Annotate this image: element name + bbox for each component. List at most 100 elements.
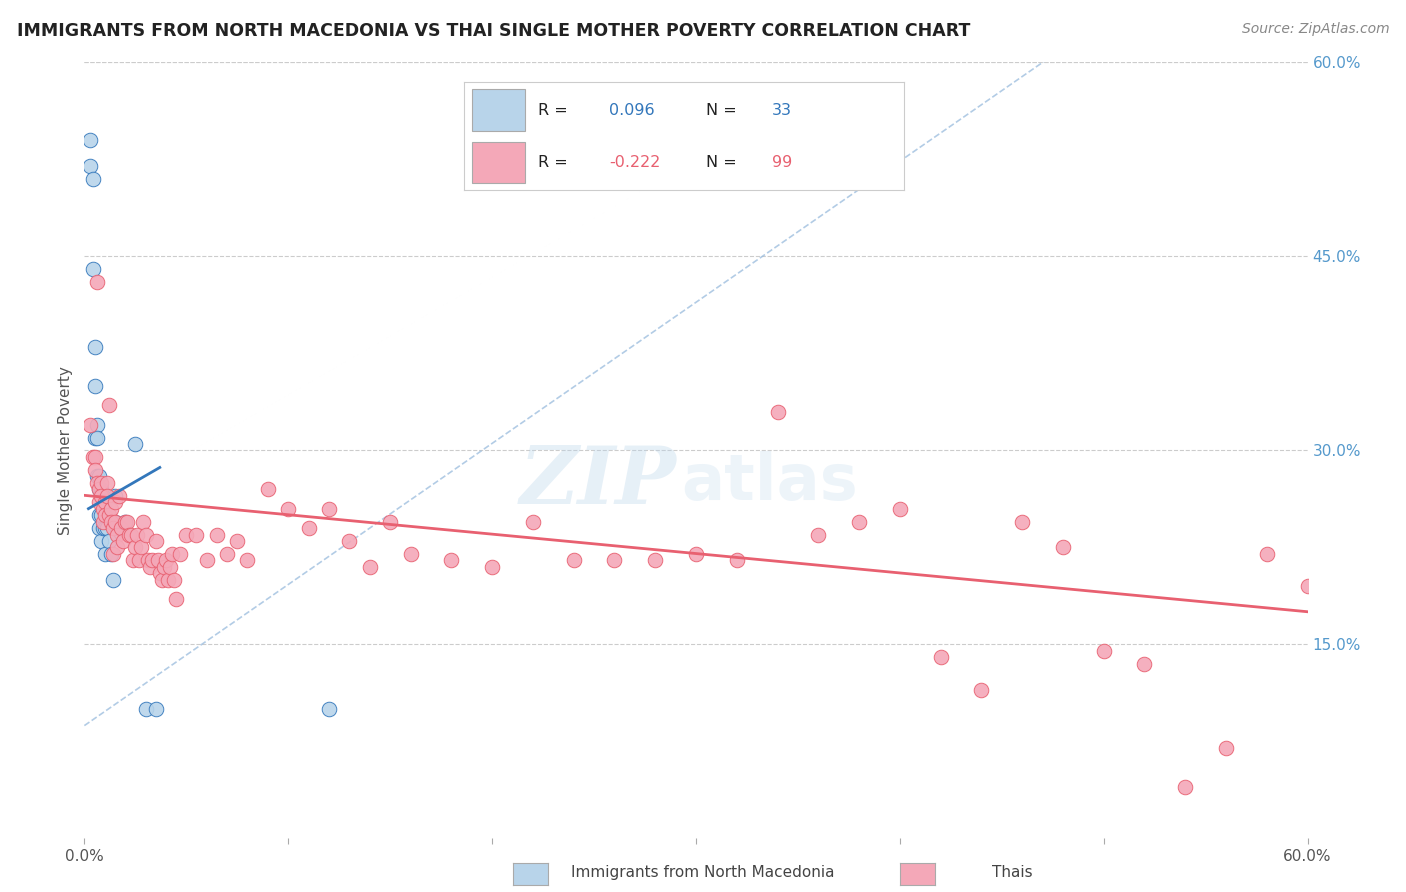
- Point: [135, 527, 157, 541]
- Point: [90, 489, 112, 503]
- Point: [82, 450, 104, 464]
- Point: [108, 489, 131, 503]
- Point: [766, 405, 789, 419]
- Point: [83, 379, 105, 393]
- Point: [163, 573, 186, 587]
- Point: [86, 417, 108, 432]
- Point: [120, 527, 142, 541]
- Point: [1133, 657, 1156, 671]
- Point: [970, 682, 993, 697]
- Point: [90, 475, 112, 490]
- Point: [318, 501, 340, 516]
- Point: [97, 508, 120, 523]
- Point: [86, 475, 108, 490]
- Point: [97, 398, 120, 412]
- Point: [153, 560, 176, 574]
- Point: [79, 133, 101, 147]
- Point: [1256, 547, 1278, 561]
- Point: [114, 515, 136, 529]
- Point: [132, 515, 155, 529]
- Point: [138, 560, 160, 574]
- Point: [104, 495, 127, 509]
- Point: [90, 533, 112, 548]
- Point: [257, 482, 280, 496]
- Point: [807, 527, 830, 541]
- Point: [1337, 527, 1360, 541]
- Point: [149, 566, 172, 581]
- Point: [359, 560, 381, 574]
- Point: [889, 501, 911, 516]
- Point: [277, 501, 299, 516]
- Point: [127, 527, 149, 541]
- Point: [644, 553, 666, 567]
- Point: [145, 533, 167, 548]
- Point: [91, 521, 114, 535]
- Text: atlas: atlas: [681, 450, 858, 513]
- Point: [725, 553, 748, 567]
- Point: [100, 547, 122, 561]
- Point: [82, 262, 104, 277]
- Point: [128, 553, 150, 567]
- Point: [79, 417, 101, 432]
- Point: [112, 533, 135, 548]
- Point: [481, 560, 503, 574]
- Point: [105, 521, 128, 535]
- Text: ZIP: ZIP: [520, 442, 676, 520]
- Point: [87, 482, 110, 496]
- Point: [83, 431, 105, 445]
- Point: [100, 515, 122, 529]
- Point: [87, 508, 110, 523]
- Point: [226, 533, 249, 548]
- Point: [169, 547, 191, 561]
- Point: [87, 469, 110, 483]
- Point: [87, 495, 110, 509]
- Point: [105, 541, 128, 555]
- Point: [93, 495, 115, 509]
- Text: Thais: Thais: [993, 865, 1032, 880]
- Point: [1092, 644, 1115, 658]
- Point: [93, 547, 115, 561]
- Point: [195, 553, 218, 567]
- Point: [186, 527, 208, 541]
- Point: [114, 515, 136, 529]
- Text: IMMIGRANTS FROM NORTH MACEDONIA VS THAI SINGLE MOTHER POVERTY CORRELATION CHART: IMMIGRANTS FROM NORTH MACEDONIA VS THAI …: [17, 22, 970, 40]
- Point: [685, 547, 707, 561]
- Point: [522, 515, 544, 529]
- Point: [603, 553, 626, 567]
- Point: [165, 592, 187, 607]
- Point: [146, 553, 169, 567]
- Point: [339, 533, 361, 548]
- Point: [131, 541, 153, 555]
- Point: [1215, 740, 1237, 755]
- Point: [1378, 696, 1400, 710]
- Text: Source: ZipAtlas.com: Source: ZipAtlas.com: [1241, 22, 1389, 37]
- Point: [90, 482, 112, 496]
- Point: [929, 650, 952, 665]
- Point: [135, 702, 157, 716]
- Point: [150, 573, 173, 587]
- Point: [79, 159, 101, 173]
- Y-axis label: Single Mother Poverty: Single Mother Poverty: [58, 366, 73, 535]
- Point: [217, 547, 239, 561]
- Point: [318, 702, 340, 716]
- Point: [236, 553, 259, 567]
- Point: [101, 573, 124, 587]
- Point: [96, 475, 118, 490]
- Point: [298, 521, 321, 535]
- Point: [562, 553, 585, 567]
- Point: [82, 171, 104, 186]
- Point: [440, 553, 463, 567]
- Point: [105, 527, 128, 541]
- Point: [91, 495, 114, 509]
- Point: [101, 547, 124, 561]
- Point: [160, 547, 183, 561]
- Text: Immigrants from North Macedonia: Immigrants from North Macedonia: [571, 865, 835, 880]
- Point: [101, 521, 124, 535]
- Point: [156, 573, 179, 587]
- Point: [86, 275, 108, 289]
- Point: [91, 515, 114, 529]
- Point: [205, 527, 228, 541]
- Point: [1011, 515, 1033, 529]
- Point: [83, 450, 105, 464]
- Point: [86, 469, 108, 483]
